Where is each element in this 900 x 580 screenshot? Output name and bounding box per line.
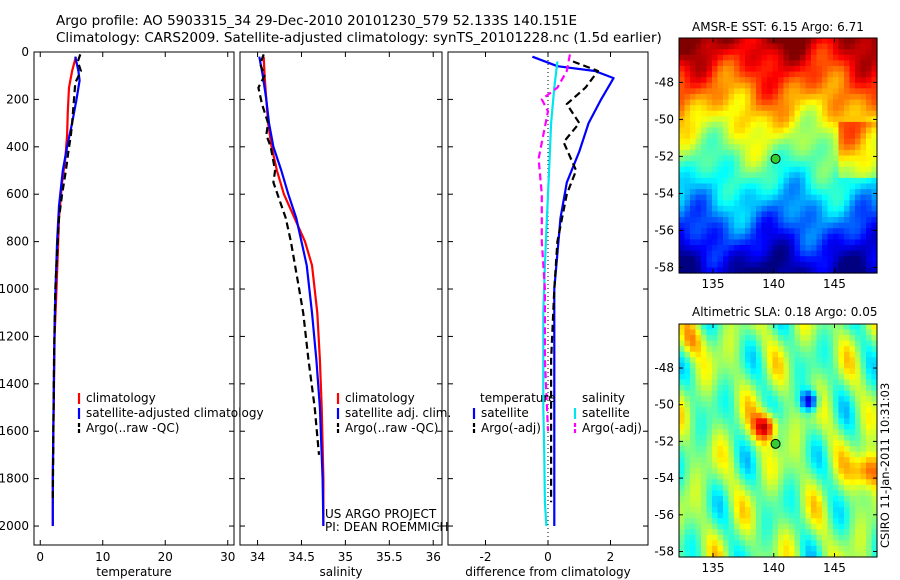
sst-map-title: AMSR-E SST: 6.15 Argo: 6.71 [692,20,864,34]
x-tick-label: 34 [250,550,265,564]
x-tick-label: 140 [762,277,785,291]
legend-label: Argo(..raw -QC) [86,421,179,435]
y-tick-label: -52 [654,434,674,448]
map-frame [678,323,878,558]
sla-map-title: Altimetric SLA: 0.18 Argo: 0.05 [692,305,878,319]
y-tick-label: -56 [654,223,674,237]
x-tick-label: 30 [220,550,235,564]
annotation-project: US ARGO PROJECT [325,507,437,521]
x-tick-label: 0 [36,550,44,564]
series-group [532,54,615,527]
legend-group-title: salinity [582,391,625,405]
y-tick-label: 800 [6,235,29,249]
y-tick-label: 0 [21,45,29,59]
series-line-satellite-adj-clim- [258,56,325,527]
legend: temperaturesatelliteArgo(-adj)salinitysa… [472,391,642,435]
x-tick-label: 0 [544,550,552,564]
y-tick-label: 2000 [0,519,29,533]
legend-label: climatology [345,391,415,405]
y-tick-label: -56 [654,508,674,522]
plot-frame [33,51,235,546]
profile-panel-2: 34 34.5 35 35.5 36 salinity climatologysatelli… [239,51,451,579]
legend-group-title: temperature [480,391,555,405]
x-tick-label: 34.5 [288,550,315,564]
legend-label: Argo(..raw -QC) [345,421,438,435]
x-axis-label: difference from climatology [465,565,631,579]
x-tick-label: -2 [480,550,492,564]
profile-title: Argo profile: AO 5903315_34 29-Dec-2010 … [56,13,578,29]
y-tick-label: 400 [6,140,29,154]
float-position-marker [770,438,781,449]
map-frame [678,37,878,274]
y-tick-label: 200 [6,92,29,106]
y-tick-label: -54 [654,186,674,200]
legend-label: Argo(-adj) [481,421,541,435]
x-tick-label: 135 [702,561,725,575]
x-tick-label: 2 [607,550,615,564]
x-tick-label: 35.5 [376,550,403,564]
sla-map: 135 140 145 -48 -50 -52 -54 -56 -58 [654,323,878,575]
y-tick-label: -58 [654,260,674,274]
x-tick-label: 140 [762,561,785,575]
x-tick-label: 36 [426,550,441,564]
climatology-subtitle: Climatology: CARS2009. Satellite-adjuste… [56,30,662,46]
float-position-marker [770,153,781,164]
y-tick-label: -54 [654,471,674,485]
x-axis-label: temperature [96,565,171,579]
profile-panel-1: 0 10 20 30 0 200 400 600 800 1000 1200 1400 1600 1800… [0,45,264,579]
legend-label: climatology [86,391,156,405]
plot-frame [447,51,649,546]
annotation-pi: PI: DEAN ROEMMICH [325,520,448,534]
y-tick-label: -48 [654,361,674,375]
series-line-salinity-satellite [542,61,559,527]
legend-label: satellite [582,406,630,420]
series-line-argo-raw-qc- [257,54,321,455]
x-axis-label: salinity [319,565,362,579]
plot-frame [239,51,443,546]
y-tick-label: 1800 [0,472,29,486]
y-tick-label: -58 [654,544,674,558]
x-tick-label: 35 [338,550,353,564]
series-line-argo-raw-qc- [51,54,83,503]
x-tick-label: 145 [823,277,846,291]
series-line-temperature-argo-adj- [549,60,600,503]
y-tick-label: 1600 [0,424,29,438]
x-tick-label: 20 [158,550,173,564]
legend-label: Argo(-adj) [582,421,642,435]
y-tick-label: -48 [654,75,674,89]
y-tick-label: -50 [654,398,674,412]
y-tick-label: 1400 [0,377,29,391]
y-tick-label: -52 [654,149,674,163]
x-tick-label: 145 [823,561,846,575]
x-tick-label: 135 [702,277,725,291]
y-tick-label: 1000 [0,282,29,296]
series-group [257,54,325,527]
series-line-climatology [262,56,325,526]
sst-map: 135 140 145 -48 -50 -52 -54 -56 -58 [654,37,878,291]
series-group [51,54,83,526]
y-tick-label: -50 [654,112,674,126]
x-tick-label: 10 [95,550,110,564]
y-tick-label: 600 [6,187,29,201]
legend-label: satellite [481,406,529,420]
y-tick-label: 1200 [0,329,29,343]
legend-label: satellite adj. clim. [345,406,451,420]
legend-label: satellite-adjusted climatology [86,406,264,420]
